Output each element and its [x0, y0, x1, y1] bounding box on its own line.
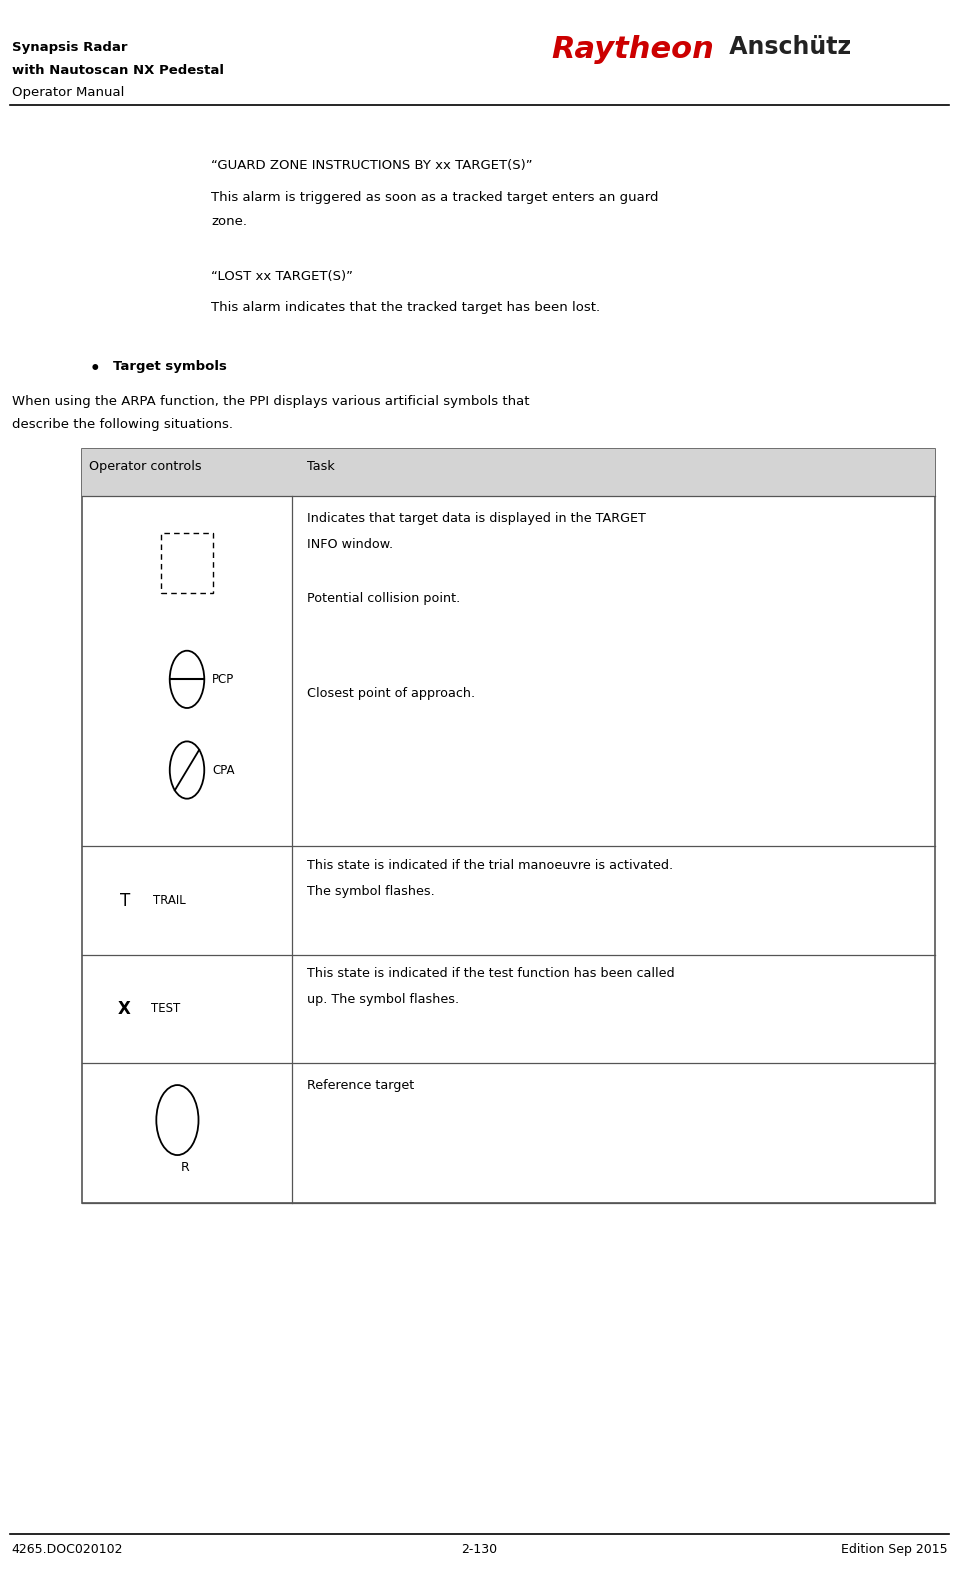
Text: This alarm indicates that the tracked target has been lost.: This alarm indicates that the tracked ta… — [211, 301, 600, 313]
Text: This state is indicated if the test function has been called: This state is indicated if the test func… — [307, 967, 674, 980]
Text: Synapsis Radar: Synapsis Radar — [12, 41, 127, 54]
Text: This alarm is triggered as soon as a tracked target enters an guard: This alarm is triggered as soon as a tra… — [211, 191, 659, 204]
Text: The symbol flashes.: The symbol flashes. — [307, 885, 434, 897]
Text: “LOST xx TARGET(S)”: “LOST xx TARGET(S)” — [211, 270, 353, 283]
Text: Potential collision point.: Potential collision point. — [307, 592, 460, 605]
Text: describe the following situations.: describe the following situations. — [12, 418, 232, 431]
Text: Task: Task — [307, 460, 335, 473]
Text: 4265.DOC020102: 4265.DOC020102 — [12, 1543, 123, 1556]
Text: TEST: TEST — [151, 1002, 180, 1015]
Text: •: • — [89, 360, 100, 377]
Text: R: R — [180, 1161, 190, 1174]
Text: Operator Manual: Operator Manual — [12, 86, 124, 99]
Text: “GUARD ZONE INSTRUCTIONS BY xx TARGET(S)”: “GUARD ZONE INSTRUCTIONS BY xx TARGET(S)… — [211, 159, 532, 172]
Bar — [82, 449, 935, 1203]
Text: Indicates that target data is displayed in the TARGET: Indicates that target data is displayed … — [307, 512, 645, 525]
Text: with Nautoscan NX Pedestal: with Nautoscan NX Pedestal — [12, 64, 223, 76]
Text: CPA: CPA — [212, 764, 234, 776]
Text: When using the ARPA function, the PPI displays various artificial symbols that: When using the ARPA function, the PPI di… — [12, 395, 529, 407]
Text: This state is indicated if the trial manoeuvre is activated.: This state is indicated if the trial man… — [307, 859, 673, 872]
Text: zone.: zone. — [211, 215, 247, 228]
Text: PCP: PCP — [212, 673, 234, 686]
Text: 2-130: 2-130 — [461, 1543, 498, 1556]
Bar — [82, 449, 935, 496]
Text: Edition Sep 2015: Edition Sep 2015 — [841, 1543, 947, 1556]
Text: TRAIL: TRAIL — [153, 894, 186, 907]
Text: INFO window.: INFO window. — [307, 538, 393, 550]
Text: Raytheon: Raytheon — [551, 35, 714, 64]
Text: X: X — [118, 999, 130, 1018]
Text: Operator controls: Operator controls — [89, 460, 201, 473]
Text: Anschütz: Anschütz — [721, 35, 852, 59]
Bar — [161, 533, 213, 593]
Text: Target symbols: Target symbols — [113, 360, 227, 372]
Text: up. The symbol flashes.: up. The symbol flashes. — [307, 993, 459, 1006]
Text: Reference target: Reference target — [307, 1079, 414, 1091]
Text: Closest point of approach.: Closest point of approach. — [307, 687, 475, 700]
Text: T: T — [120, 891, 130, 910]
